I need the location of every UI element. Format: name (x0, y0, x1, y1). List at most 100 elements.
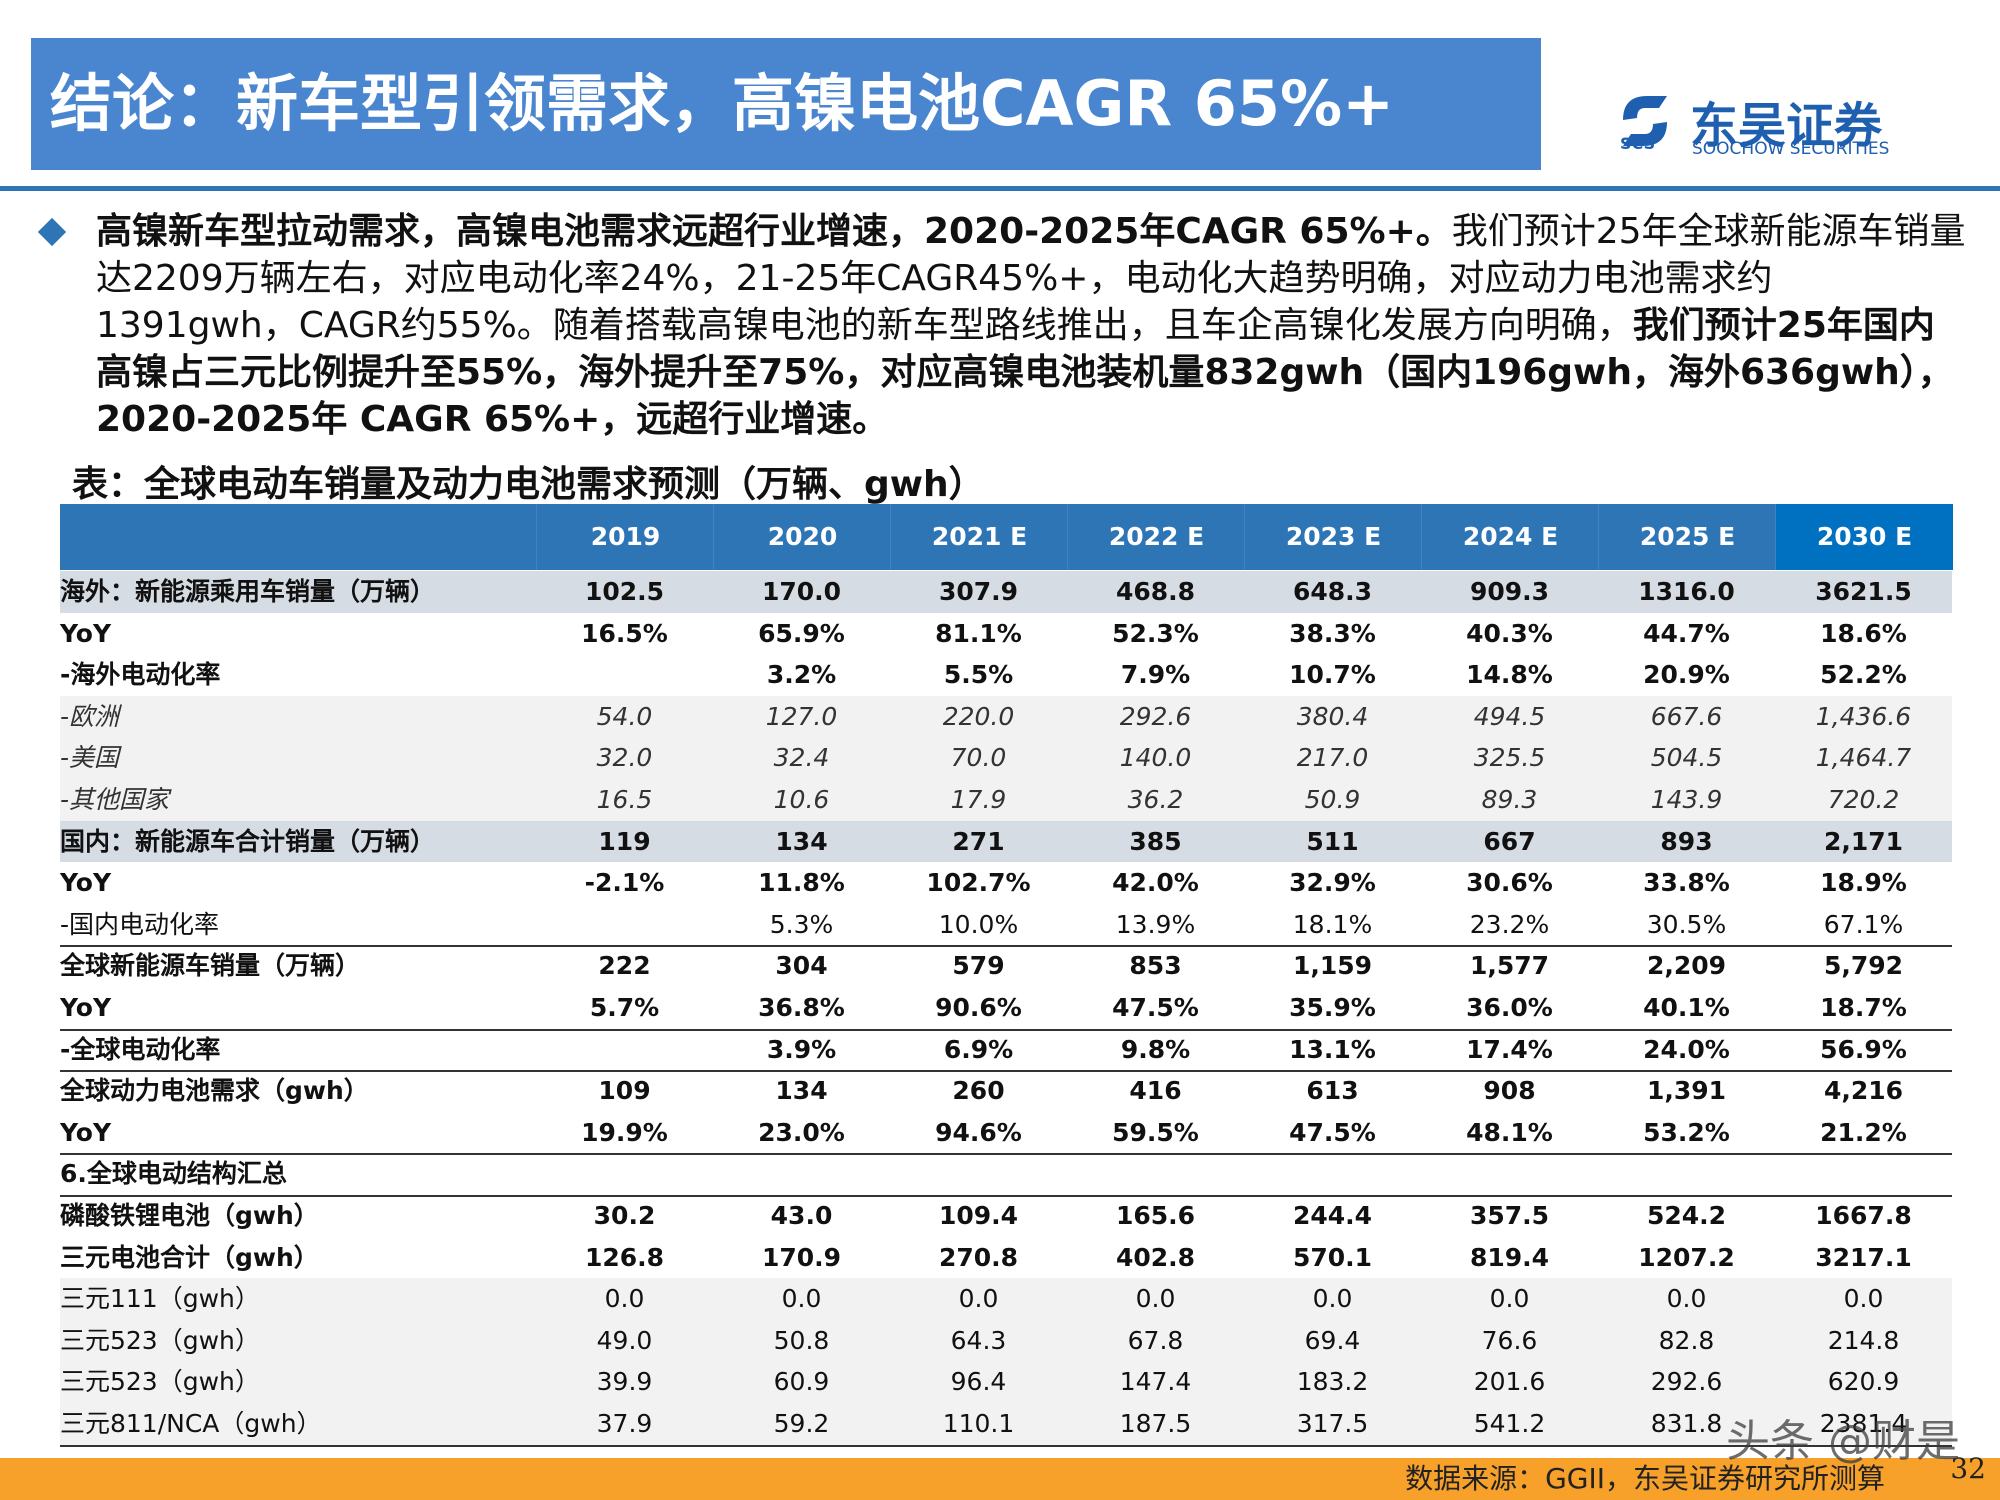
header-cell: 2019 (536, 504, 714, 570)
table-cell: 110.1 (942, 1409, 1015, 1438)
table-cell: 43.0 (770, 1201, 833, 1230)
table-cell: 2,209 (1646, 951, 1727, 981)
table-cell: 94.6% (935, 1117, 1022, 1147)
table-row (60, 1153, 1952, 1195)
table-cell: 380.4 (1296, 701, 1369, 731)
table-cell: 9.8% (1120, 1034, 1191, 1064)
row-label: 6.全球电动结构汇总 (60, 1159, 287, 1189)
table-cell: -2.1% (584, 868, 665, 898)
table-cell: 13.9% (1115, 909, 1196, 939)
table-cell: 47.5% (1289, 1117, 1376, 1147)
table-cell: 109 (598, 1076, 651, 1106)
table-cell: 60.9 (773, 1367, 830, 1397)
table-cell: 48.1% (1466, 1117, 1553, 1147)
table-cell: 33.8% (1643, 868, 1730, 898)
table-row (60, 695, 1952, 738)
header-cell: 2025 E (1598, 504, 1776, 570)
table-cell: 0.0 (958, 1284, 999, 1314)
table-cell: 76.6 (1481, 1325, 1538, 1355)
table-cell: 667 (1483, 826, 1536, 856)
bullet-icon (37, 217, 67, 247)
table-cell: 0.0 (1135, 1284, 1176, 1314)
table-cell: 109.4 (938, 1201, 1019, 1230)
bullet-text: 高镍新车型拉动需求，高镍电池需求远超行业增速，2020-2025年CAGR 65… (96, 208, 1966, 443)
table-cell: 183.2 (1296, 1367, 1369, 1397)
table-cell: 541.2 (1473, 1409, 1546, 1438)
table-cell: 1667.8 (1815, 1201, 1912, 1230)
table-cell: 0.0 (1312, 1284, 1353, 1314)
row-label: 三元523（gwh） (60, 1325, 260, 1355)
table-cell: 16.5 (596, 785, 653, 814)
table-cell: 1,436.6 (1815, 701, 1912, 731)
row-label: 三元电池合计（gwh） (60, 1242, 319, 1272)
table-cell: 30.6% (1466, 868, 1553, 898)
table-cell: 317.5 (1296, 1409, 1369, 1438)
table-cell: 90.6% (935, 993, 1022, 1022)
header-cell: 2021 E (890, 504, 1068, 570)
table-cell: 570.1 (1292, 1242, 1373, 1272)
table-cell: 81.1% (935, 618, 1022, 648)
table-cell: 402.8 (1115, 1242, 1196, 1272)
table-cell: 165.6 (1115, 1201, 1196, 1230)
table-cell: 53.2% (1643, 1117, 1730, 1147)
header-cell (60, 504, 536, 570)
table-cell: 64.3 (950, 1325, 1007, 1355)
table-cell: 357.5 (1469, 1201, 1550, 1230)
table-cell: 4,216 (1823, 1076, 1904, 1106)
table-cell: 102.5 (584, 577, 665, 606)
table-cell: 36.2 (1127, 785, 1184, 814)
logo-en: SOOCHOW SECURITIES (1692, 139, 1890, 159)
table-cell: 147.4 (1119, 1367, 1192, 1397)
table-cell: 67.1% (1823, 909, 1904, 939)
table-cell: 0.0 (1843, 1284, 1884, 1314)
table-cell: 23.0% (758, 1117, 845, 1147)
header-rule (0, 186, 2000, 191)
table-row (60, 820, 1952, 863)
table-cell: 304 (775, 951, 828, 981)
table-row (60, 737, 1952, 779)
table-cell: 3.2% (766, 660, 837, 690)
table-cell: 59.2 (773, 1409, 830, 1438)
table-cell: 244.4 (1292, 1201, 1373, 1230)
table-cell: 3.9% (766, 1034, 837, 1064)
table-row (60, 1070, 1952, 1112)
table-cell: 170.0 (761, 577, 842, 606)
table-cell: 52.3% (1112, 618, 1199, 648)
text-segment: 高镍新车型拉动需求，高镍电池需求远超行业增速，2020-2025年CAGR 65… (96, 211, 1452, 252)
table-cell: 214.8 (1827, 1325, 1900, 1355)
table-cell: 49.0 (596, 1325, 653, 1355)
table-cell: 620.9 (1827, 1367, 1900, 1397)
table-cell: 102.7% (926, 868, 1031, 898)
table-cell: 0.0 (1489, 1284, 1530, 1314)
table-cell: 1,464.7 (1815, 743, 1912, 773)
table-cell: 39.9 (596, 1367, 653, 1397)
table-title: 表：全球电动车销量及动力电池需求预测（万辆、gwh） (72, 464, 985, 505)
table-cell: 18.1% (1292, 909, 1373, 939)
table-cell: 1316.0 (1638, 577, 1735, 606)
table-cell: 201.6 (1473, 1367, 1546, 1397)
table-cell: 1,391 (1646, 1076, 1727, 1106)
table-cell: 32.0 (596, 743, 653, 773)
table-cell: 170.9 (761, 1242, 842, 1272)
table-row (60, 1278, 1952, 1320)
table-cell: 0.0 (1666, 1284, 1707, 1314)
table-cell: 720.2 (1827, 785, 1900, 814)
text-segment: 我们预计25年国内高镍占三元比例提升至55%，海外提升至75%，对应高镍电池装机… (96, 305, 1954, 440)
table-cell: 307.9 (938, 577, 1019, 606)
row-label: -美国 (60, 743, 120, 773)
table-cell: 468.8 (1115, 577, 1196, 606)
text-segment: 我们预计25年全球新能源车销量达2209万辆左右，对应电动化率24%，21-25… (96, 211, 1966, 346)
table-row (60, 1195, 1952, 1237)
table-cell: 127.0 (765, 701, 838, 731)
page-number: 32 (1950, 1452, 1986, 1485)
table-cell: 217.0 (1296, 743, 1369, 773)
table-cell: 853 (1129, 951, 1182, 981)
table-cell: 5.5% (943, 660, 1014, 690)
table-cell: 140.0 (1119, 743, 1192, 773)
table-cell: 648.3 (1292, 577, 1373, 606)
table-cell: 909.3 (1469, 577, 1550, 606)
table-cell: 36.0% (1466, 993, 1553, 1022)
table-cell: 119 (598, 826, 651, 856)
table-cell: 385 (1129, 826, 1182, 856)
